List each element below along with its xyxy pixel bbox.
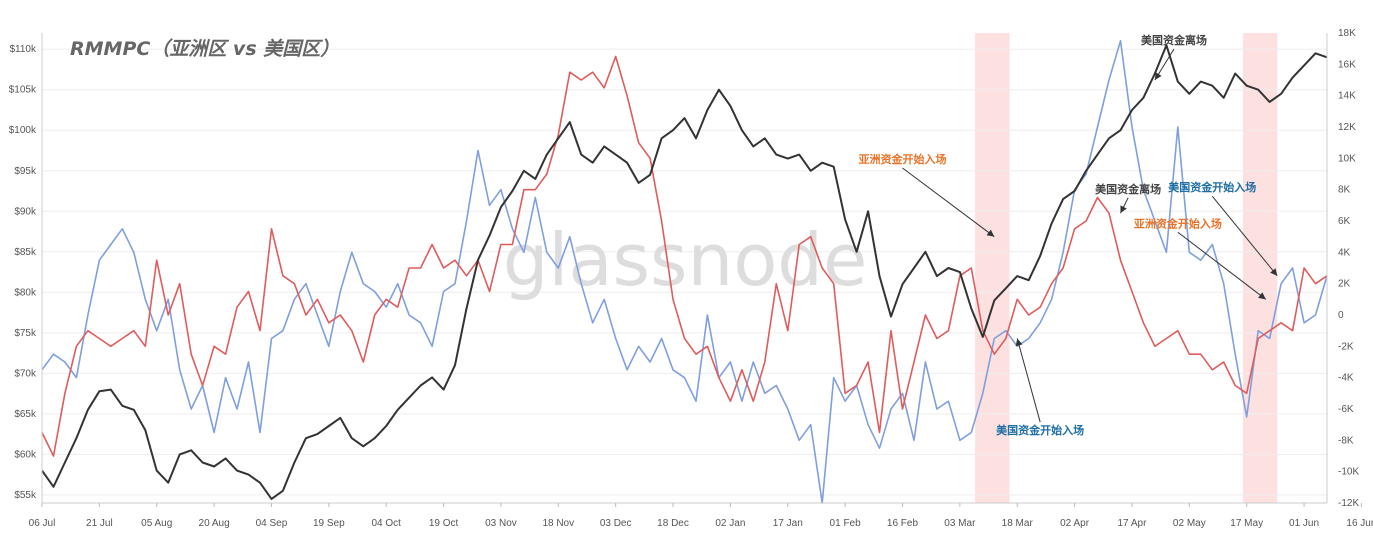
y-left-tick-label: $55k <box>14 490 37 501</box>
x-tick-label: 21 Jul <box>86 518 113 529</box>
x-tick-label: 01 Feb <box>830 518 862 529</box>
annotation-arrowhead <box>1258 292 1266 300</box>
y-right-tick-label: 6K <box>1338 216 1351 227</box>
x-tick-label: 02 May <box>1173 518 1206 529</box>
y-left-tick-label: $70k <box>14 368 37 379</box>
y-right-tick-label: 14K <box>1338 91 1356 102</box>
y-right-tick-label: 8K <box>1338 185 1351 196</box>
x-tick-label: 02 Jan <box>715 518 745 529</box>
highlight-band-1 <box>975 33 1010 503</box>
x-tick-label: 01 Jun <box>1289 518 1319 529</box>
x-tick-label: 17 Apr <box>1117 518 1147 529</box>
annotation-label: 美国资金离场 <box>1095 182 1161 196</box>
chart-title: RMMPC（亚洲区 vs 美国区） <box>70 38 339 60</box>
y-left-tick-label: $75k <box>14 328 37 339</box>
annotation-arrow <box>1177 231 1267 300</box>
annotation-label: 美国资金开始入场 <box>996 423 1084 437</box>
y-left-tick-label: $85k <box>14 247 37 258</box>
annotation-arrow <box>902 167 995 238</box>
annotation-arrowhead <box>986 229 995 237</box>
annotation-arrowhead <box>1270 268 1278 276</box>
y-right-tick-label: -4K <box>1338 373 1354 384</box>
y-left-tick-label: $105k <box>9 85 37 96</box>
y-left-tick-label: $60k <box>14 449 37 460</box>
x-tick-label: 16 Jun <box>1346 518 1373 529</box>
x-tick-label: 17 May <box>1230 518 1263 529</box>
x-tick-label: 18 Dec <box>657 518 689 529</box>
y-right-tick-label: 18K <box>1338 28 1356 39</box>
series-line-1 <box>41 44 1328 500</box>
x-tick-label: 04 Sep <box>256 518 288 529</box>
y-right-tick-label: 16K <box>1338 59 1356 70</box>
x-tick-label: 17 Jan <box>773 518 803 529</box>
highlight-band-2 <box>1242 33 1278 503</box>
y-right-tick-label: 10K <box>1338 153 1356 164</box>
annotation-label: 美国资金离场 <box>1141 33 1207 47</box>
series-line-2 <box>41 55 1328 457</box>
y-left-tick-label: $65k <box>14 409 37 420</box>
y-left-tick-label: $80k <box>14 287 37 298</box>
y-right-tick-label: -10K <box>1338 467 1359 478</box>
y-left-tick-label: $95k <box>14 166 37 177</box>
x-tick-label: 16 Feb <box>887 518 919 529</box>
y-right-tick-label: 12K <box>1338 122 1356 133</box>
x-tick-label: 20 Aug <box>199 518 230 529</box>
annotation-arrow <box>1211 195 1278 277</box>
x-tick-label: 05 Aug <box>141 518 172 529</box>
x-tick-label: 19 Sep <box>313 518 345 529</box>
y-right-tick-label: 4K <box>1338 247 1351 258</box>
x-tick-label: 02 Apr <box>1060 518 1090 529</box>
annotation-arrowhead <box>1015 338 1023 347</box>
y-left-tick-label: $110k <box>9 44 37 55</box>
y-left-tick-label: $90k <box>14 206 37 217</box>
annotation-label: 亚洲资金开始入场 <box>858 152 946 166</box>
annotation-arrowhead <box>1154 72 1162 80</box>
watermark-text: glassnode <box>503 218 868 302</box>
x-tick-label: 04 Oct <box>371 518 401 529</box>
x-tick-label: 19 Oct <box>429 518 459 529</box>
y-right-tick-label: 0 <box>1338 310 1344 321</box>
x-tick-label: 18 Mar <box>1002 518 1034 529</box>
y-right-tick-label: -12K <box>1338 498 1359 509</box>
x-tick-label: 06 Jul <box>29 518 56 529</box>
annotation-arrowhead <box>1120 205 1127 214</box>
x-tick-label: 03 Dec <box>600 518 632 529</box>
annotation-arrow <box>1016 338 1041 423</box>
series-line-3 <box>41 40 1328 504</box>
y-right-tick-label: -6K <box>1338 404 1354 415</box>
annotation-label: 亚洲资金开始入场 <box>1134 216 1222 230</box>
x-tick-label: 03 Nov <box>485 518 517 529</box>
y-left-tick-label: $100k <box>9 125 37 136</box>
annotation-label: 美国资金开始入场 <box>1168 180 1256 194</box>
y-right-tick-label: -8K <box>1338 435 1354 446</box>
y-right-tick-label: -2K <box>1338 341 1354 352</box>
x-tick-label: 03 Mar <box>944 518 976 529</box>
y-right-tick-label: 2K <box>1338 279 1351 290</box>
x-tick-label: 18 Nov <box>542 518 574 529</box>
